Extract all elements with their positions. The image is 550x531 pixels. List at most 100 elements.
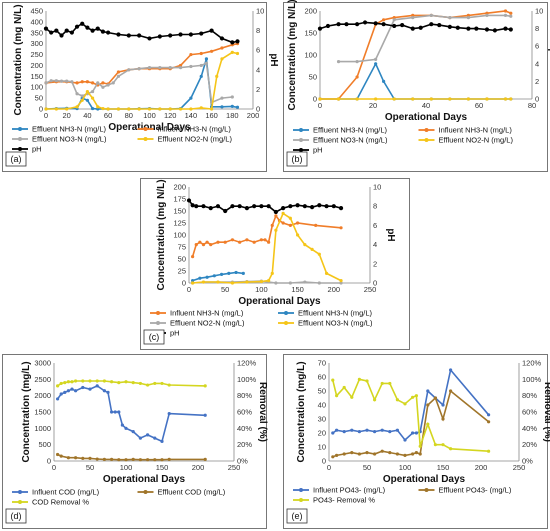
data-point [85, 25, 90, 30]
y-tick-label: 50 [35, 94, 43, 103]
legend-marker [156, 321, 160, 325]
data-point [102, 379, 106, 383]
y-tick-label: 200 [30, 61, 43, 70]
data-point [203, 457, 207, 461]
legend-marker [143, 127, 148, 131]
data-point [466, 26, 471, 31]
data-point [101, 106, 105, 111]
data-point [168, 33, 173, 38]
data-point [44, 81, 48, 85]
data-point [216, 240, 220, 244]
y-tick-label: 100 [30, 83, 43, 92]
data-point [90, 106, 95, 111]
data-point [288, 204, 293, 209]
data-point [230, 104, 234, 108]
data-point [189, 96, 193, 100]
data-point [411, 15, 415, 20]
data-point [153, 458, 157, 462]
data-point [201, 204, 206, 209]
data-point [296, 233, 300, 237]
data-point [338, 206, 344, 211]
data-point [433, 396, 437, 400]
data-point [392, 97, 396, 101]
data-point [120, 423, 124, 427]
data-point [380, 449, 384, 453]
legend-marker [18, 137, 22, 141]
y-tick-label: 0 [39, 105, 43, 114]
data-point [131, 457, 135, 461]
data-point [167, 412, 171, 416]
data-point [59, 392, 63, 396]
data-point [95, 26, 100, 31]
data-point [111, 81, 115, 85]
data-point [485, 97, 489, 101]
data-point [388, 430, 392, 434]
data-point [331, 431, 335, 435]
data-point [339, 281, 343, 285]
y2-tick-label: 20% [237, 440, 252, 449]
data-point [88, 456, 92, 460]
data-point [373, 430, 377, 434]
y-tick-label: 300 [30, 39, 43, 48]
y-tick-label: 175 [173, 195, 186, 204]
data-point [503, 9, 508, 13]
data-point [503, 13, 508, 17]
data-point [374, 97, 378, 101]
data-point [137, 67, 141, 71]
data-point [509, 14, 513, 18]
data-point [215, 204, 221, 209]
data-point [270, 223, 274, 227]
data-point [116, 107, 121, 111]
y-tick-label: 40 [318, 401, 326, 410]
data-point [124, 380, 128, 384]
data-point [474, 26, 479, 31]
data-point [355, 22, 360, 27]
data-point [335, 428, 339, 432]
data-point [191, 281, 195, 285]
data-point [75, 92, 79, 96]
data-point [80, 80, 84, 84]
data-point [395, 428, 399, 432]
legend-label: pH [32, 145, 42, 154]
legend: Effluent NH3-N (mg/L) Influent NH3-N (mg/… [12, 125, 232, 154]
data-point [69, 30, 74, 35]
data-point [49, 79, 53, 83]
x-tick-label: 40 [422, 101, 430, 110]
x-tick-label: 0 [318, 101, 322, 110]
data-point [189, 107, 193, 111]
data-point [124, 458, 128, 462]
data-point [101, 81, 105, 85]
x-tick-label: 100 [143, 111, 156, 120]
data-point [74, 24, 80, 29]
y-tick-label: 70 [318, 359, 326, 368]
data-point [281, 211, 285, 215]
data-point [191, 255, 195, 259]
data-point [350, 428, 354, 432]
data-point [44, 107, 48, 111]
y-tick-label: 150 [30, 72, 43, 81]
legend-label: Effluent NH3-N (mg/L) [298, 309, 373, 318]
data-point [110, 380, 114, 384]
data-point [245, 280, 249, 284]
x-tick-label: 120 [164, 111, 177, 120]
data-point [295, 203, 300, 208]
data-point [317, 281, 321, 285]
y2-tick-label: 10 [373, 183, 381, 192]
y2-tick-label: 100% [522, 375, 542, 384]
data-point [59, 381, 63, 386]
legend-marker [18, 127, 22, 131]
data-point [448, 97, 452, 101]
data-point [485, 13, 489, 17]
y2-tick-label: 2 [256, 85, 260, 94]
y2-tick-label: 0 [256, 105, 260, 114]
data-point [411, 97, 415, 101]
data-point [194, 243, 198, 247]
y-tick-label: 1500 [34, 408, 51, 417]
data-point [74, 389, 78, 393]
data-point [466, 15, 470, 20]
panel-c: 0 50 100 150 200 2500255075100125150175200024… [140, 178, 410, 350]
y-tick-label: 2500 [34, 375, 51, 384]
x-axis-label: Operational Days [383, 474, 466, 485]
legend-label: Influent NH3-N (mg/L) [170, 309, 244, 318]
y-tick-label: 0 [182, 279, 186, 288]
